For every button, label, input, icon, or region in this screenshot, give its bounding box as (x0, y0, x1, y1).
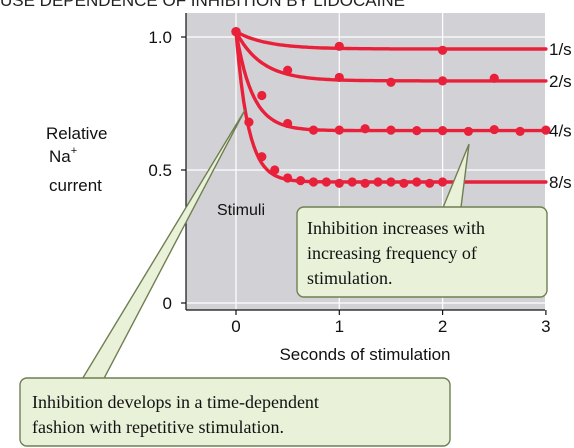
tick-labels: 0 1 2 3 0 0.5 1.0 (148, 28, 550, 336)
data-point (257, 152, 267, 162)
y-tick-label: 0 (163, 294, 172, 313)
data-point (399, 178, 409, 188)
callout-time: Inhibition develops in a time-dependent … (19, 109, 451, 447)
x-tick-label: 1 (335, 317, 344, 336)
series-label-1: 1/s (549, 40, 572, 59)
data-point (308, 177, 319, 187)
data-point (334, 125, 344, 135)
callout-time-box (19, 377, 451, 447)
callout-time-seam (79, 379, 99, 381)
series-label-2: 2/s (549, 72, 572, 91)
series-points (231, 27, 551, 188)
data-point (386, 177, 396, 187)
series-label-3: 4/s (549, 122, 572, 141)
callout-frequency-box (296, 206, 548, 298)
data-point (295, 176, 306, 186)
chart-title: USE DEPENDENCE OF INHIBITION BY LIDOCAIN… (0, 0, 405, 10)
data-point (489, 73, 499, 83)
data-point (412, 126, 422, 136)
data-point (231, 27, 241, 37)
data-point (463, 126, 474, 137)
data-point (334, 41, 344, 51)
data-point (321, 177, 331, 187)
data-point (360, 124, 370, 134)
y-axis-label-line-1: Relative (46, 124, 107, 143)
y-axis-label-line-3: current (49, 176, 102, 195)
series-label-4: 8/s (549, 173, 572, 192)
data-point (425, 178, 435, 188)
y-tick-label: 0.5 (148, 161, 172, 180)
data-point (489, 124, 499, 135)
data-point (412, 177, 422, 187)
callout-frequency-line-3: stimulation. (307, 268, 393, 288)
data-point (257, 90, 267, 101)
data-point (244, 117, 254, 127)
x-axis-label: Seconds of stimulation (279, 345, 450, 364)
data-point (541, 125, 551, 135)
data-point (283, 173, 293, 183)
data-point (334, 178, 344, 188)
data-point (270, 165, 280, 175)
data-point (360, 178, 370, 188)
y-axis-label-line-2: Na+ (49, 145, 77, 166)
data-point (438, 126, 448, 136)
data-point (334, 72, 344, 83)
data-point (515, 126, 525, 137)
callout-frequency-seam (441, 208, 459, 210)
stimuli-label: Stimuli (217, 202, 265, 219)
callout-time-line-1: Inhibition develops in a time-dependent (32, 392, 319, 412)
data-point (438, 177, 448, 187)
x-tick-label: 0 (231, 317, 240, 336)
series-curve-1 (234, 30, 548, 51)
x-tick-label: 3 (541, 317, 550, 336)
callout-frequency-line-2: increasing frequency of (307, 243, 477, 263)
data-point (386, 77, 396, 87)
data-point (438, 45, 448, 55)
data-point (386, 125, 396, 135)
data-point (347, 177, 357, 187)
y-axis-label-superscript: + (71, 145, 77, 157)
data-point (373, 177, 383, 187)
y-axis-label-na: Na (49, 147, 71, 166)
grid (186, 13, 547, 310)
callout-frequency: Inhibition increases with increasing fre… (296, 143, 548, 298)
data-point (438, 76, 448, 86)
y-axis-label: Relative Na+ current (46, 124, 107, 195)
data-point (283, 118, 293, 129)
data-point (283, 65, 293, 75)
callout-time-line-2: fashion with repetitive stimulation. (32, 417, 284, 437)
x-tick-label: 2 (438, 317, 447, 336)
axes (181, 13, 547, 315)
callout-frequency-line-1: Inhibition increases with (307, 218, 485, 238)
y-tick-label: 1.0 (148, 28, 172, 47)
series-labels: 1/s 2/s 4/s 8/s (549, 40, 572, 192)
data-point (308, 125, 319, 135)
